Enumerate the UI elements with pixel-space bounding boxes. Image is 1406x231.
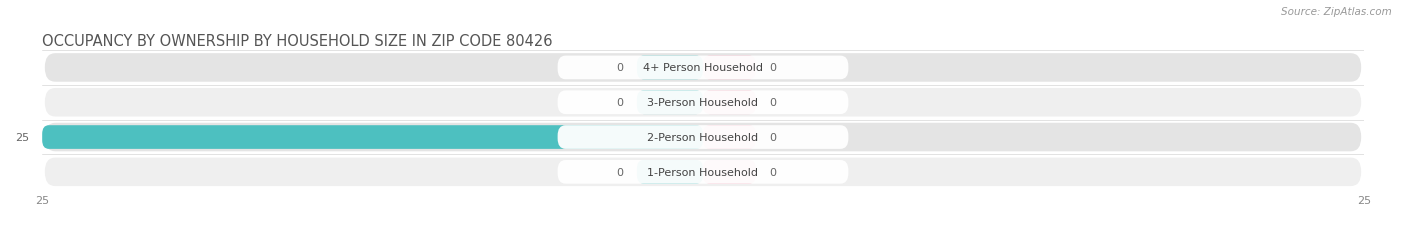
FancyBboxPatch shape (637, 160, 703, 184)
Text: 0: 0 (617, 63, 624, 73)
Text: 0: 0 (769, 98, 776, 108)
Text: 1-Person Household: 1-Person Household (648, 167, 758, 177)
Text: 0: 0 (769, 167, 776, 177)
FancyBboxPatch shape (558, 160, 848, 184)
FancyBboxPatch shape (703, 56, 756, 80)
FancyBboxPatch shape (637, 56, 703, 80)
FancyBboxPatch shape (45, 123, 1361, 152)
Text: 0: 0 (769, 63, 776, 73)
Text: 3-Person Household: 3-Person Household (648, 98, 758, 108)
FancyBboxPatch shape (703, 160, 756, 184)
FancyBboxPatch shape (703, 126, 756, 149)
FancyBboxPatch shape (45, 54, 1361, 82)
Text: 0: 0 (617, 167, 624, 177)
FancyBboxPatch shape (45, 89, 1361, 117)
FancyBboxPatch shape (42, 126, 703, 149)
Text: 0: 0 (617, 98, 624, 108)
FancyBboxPatch shape (558, 56, 848, 80)
Text: 25: 25 (15, 132, 30, 143)
Text: OCCUPANCY BY OWNERSHIP BY HOUSEHOLD SIZE IN ZIP CODE 80426: OCCUPANCY BY OWNERSHIP BY HOUSEHOLD SIZE… (42, 34, 553, 49)
Text: 2-Person Household: 2-Person Household (647, 132, 759, 143)
FancyBboxPatch shape (703, 91, 756, 115)
FancyBboxPatch shape (637, 91, 703, 115)
Text: 4+ Person Household: 4+ Person Household (643, 63, 763, 73)
FancyBboxPatch shape (558, 91, 848, 115)
FancyBboxPatch shape (45, 158, 1361, 186)
Text: 0: 0 (769, 132, 776, 143)
Text: Source: ZipAtlas.com: Source: ZipAtlas.com (1281, 7, 1392, 17)
FancyBboxPatch shape (558, 126, 848, 149)
